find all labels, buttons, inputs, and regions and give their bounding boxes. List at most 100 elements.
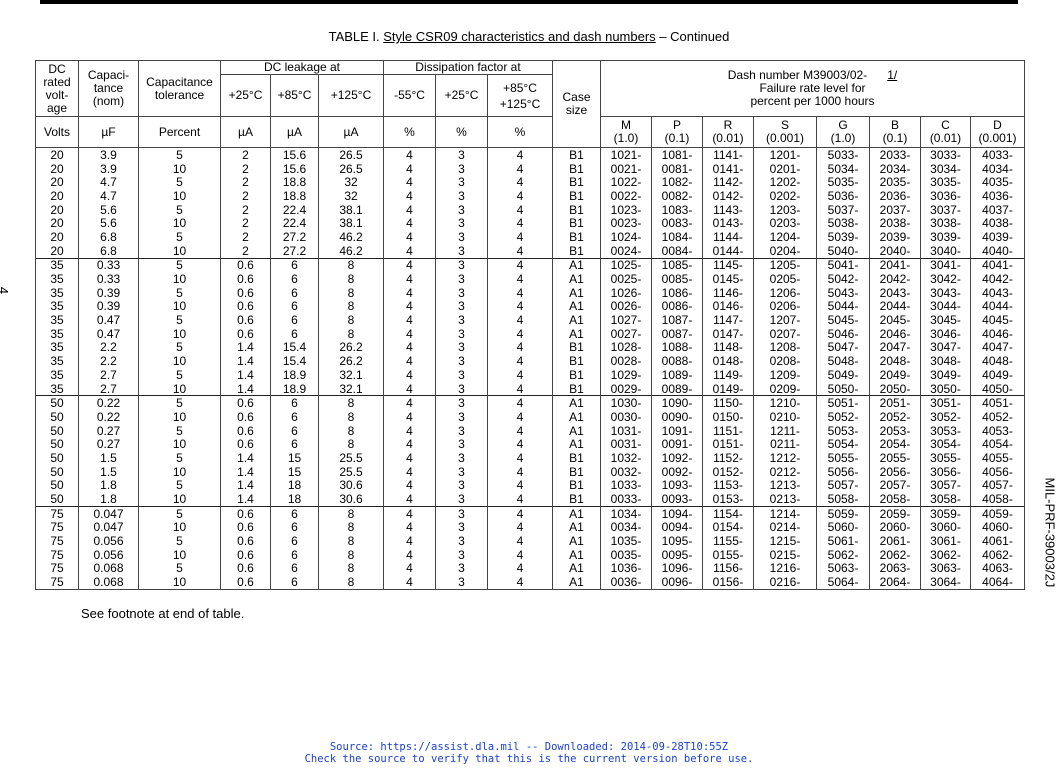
header-unit: % bbox=[487, 116, 553, 148]
table-cell: 4 bbox=[487, 299, 553, 314]
header-unit: µA bbox=[220, 116, 271, 148]
level-rate: (0.1) bbox=[882, 131, 908, 145]
table-cell: 3058- bbox=[920, 492, 971, 507]
table-cell: 6 bbox=[270, 437, 319, 452]
table-cell: 1031- bbox=[600, 423, 652, 438]
table-cell: 6 bbox=[270, 520, 319, 535]
table-cell: 3048- bbox=[920, 354, 971, 368]
table-cell: 0.6 bbox=[220, 272, 271, 286]
top-rule bbox=[40, 0, 1018, 4]
table-cell: 5 bbox=[138, 451, 221, 465]
table-cell: 4035- bbox=[970, 175, 1025, 190]
table-cell: 3044- bbox=[920, 299, 971, 314]
table-cell: 5063- bbox=[816, 561, 870, 576]
table-cell: 1.4 bbox=[220, 381, 271, 396]
table-cell: 4 bbox=[487, 230, 553, 244]
table-cell: 15.4 bbox=[270, 354, 319, 368]
table-cell: 8 bbox=[318, 520, 384, 535]
header-failure-level: B (0.1) bbox=[869, 116, 921, 148]
table-cell: 2056- bbox=[869, 464, 921, 479]
table-cell: 1028- bbox=[600, 340, 652, 355]
table-cell: 6 bbox=[270, 257, 319, 273]
table-cell: B1 bbox=[552, 340, 601, 355]
table-cell: 4 bbox=[383, 395, 436, 411]
header-dash-number: Dash number M39003/02- 1/ Failure rate l… bbox=[600, 60, 1025, 117]
table-cell: 4 bbox=[487, 272, 553, 286]
table-cell: 1096- bbox=[651, 561, 703, 576]
table-cell: 2 bbox=[220, 230, 271, 244]
table-cell: 35 bbox=[35, 299, 79, 314]
table-cell: 1085- bbox=[651, 257, 703, 273]
table-cell: 2 bbox=[220, 161, 271, 176]
table-cell: 1029- bbox=[600, 368, 652, 382]
table-cell: 0151- bbox=[702, 437, 754, 452]
table-cell: 5034- bbox=[816, 161, 870, 176]
table-cell: 4 bbox=[487, 243, 553, 258]
table-cell: 2.7 bbox=[78, 368, 139, 382]
table-cell: 6 bbox=[270, 395, 319, 411]
table-cell: 5048- bbox=[816, 354, 870, 368]
table-cell: 1093- bbox=[651, 478, 703, 493]
table-cell: 0.047 bbox=[78, 520, 139, 535]
table-cell: 5061- bbox=[816, 534, 870, 548]
table-cell: 10 bbox=[138, 547, 221, 562]
table-cell: 1214- bbox=[753, 505, 817, 521]
table-cell: 3063- bbox=[920, 561, 971, 576]
level-rate: (0.001) bbox=[765, 131, 805, 145]
table-cell: 4054- bbox=[970, 437, 1025, 452]
table-cell: 3060- bbox=[920, 520, 971, 535]
table-row: 35 0.47 10 0.6 6 8 4 3 4 A1 0027- 0087- 0147- 0207- 50… bbox=[35, 326, 1025, 341]
table-cell: 4036- bbox=[970, 189, 1025, 203]
table-cell: 1082- bbox=[651, 175, 703, 190]
table-cell: 32.1 bbox=[318, 381, 384, 396]
table-cell: 3034- bbox=[920, 161, 971, 176]
table-cell: 2 bbox=[220, 146, 271, 162]
table-cell: 75 bbox=[35, 547, 79, 562]
table-cell: 4063- bbox=[970, 561, 1025, 576]
table-cell: 5 bbox=[138, 534, 221, 548]
table-cell: B1 bbox=[552, 492, 601, 507]
header-leakage: DC leakage at bbox=[220, 60, 384, 75]
table-cell: 5044- bbox=[816, 299, 870, 314]
table-cell: 10 bbox=[138, 189, 221, 203]
table-cell: 2047- bbox=[869, 340, 921, 355]
table-cell: 1.4 bbox=[220, 464, 271, 479]
table-cell: 0153- bbox=[702, 492, 754, 507]
table-cell: 4 bbox=[487, 216, 553, 231]
table-cell: 0213- bbox=[753, 492, 817, 507]
table-cell: 4044- bbox=[970, 299, 1025, 314]
table-cell: 0212- bbox=[753, 464, 817, 479]
table-cell: 32.1 bbox=[318, 368, 384, 382]
table-cell: 1201- bbox=[753, 146, 817, 162]
table-cell: 8 bbox=[318, 437, 384, 452]
table-cell: 8 bbox=[318, 410, 384, 424]
table-cell: 0.22 bbox=[78, 395, 139, 411]
table-cell: 4 bbox=[487, 146, 553, 162]
source-line: Source: https://assist.dla.mil -- Downlo… bbox=[329, 741, 729, 753]
table-cell: 50 bbox=[35, 464, 79, 479]
table-cell: 5051- bbox=[816, 395, 870, 411]
table-row: 20 3.9 5 2 15.6 26.5 4 3 4 B1 1021- 1081- 1141- 1201-… bbox=[35, 146, 1025, 162]
table-cell: 35 bbox=[35, 313, 79, 327]
table-cell: 32 bbox=[318, 175, 384, 190]
table-cell: 1.8 bbox=[78, 478, 139, 493]
table-cell: 1209- bbox=[753, 368, 817, 382]
table-cell: 10 bbox=[138, 354, 221, 368]
table-cell: 0.6 bbox=[220, 534, 271, 548]
table-cell: 20 bbox=[35, 161, 79, 176]
table-cell: 10 bbox=[138, 299, 221, 314]
table-cell: 5056- bbox=[816, 464, 870, 479]
table-cell: 3 bbox=[435, 189, 488, 203]
table-cell: 3 bbox=[435, 451, 488, 465]
table-cell: 4 bbox=[487, 189, 553, 203]
table-cell: 1021- bbox=[600, 146, 652, 162]
table-cell: 1203- bbox=[753, 202, 817, 217]
table-cell: 2 bbox=[220, 216, 271, 231]
table-cell: 2 bbox=[220, 243, 271, 258]
table-cell: 8 bbox=[318, 285, 384, 300]
table-cell: 4 bbox=[383, 561, 436, 576]
table-cell: 75 bbox=[35, 505, 79, 521]
table-cell: 4 bbox=[487, 285, 553, 300]
table-cell: 2059- bbox=[869, 505, 921, 521]
table-cell: 0086- bbox=[651, 299, 703, 314]
